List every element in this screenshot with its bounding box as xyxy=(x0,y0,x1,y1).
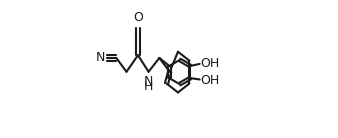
Text: H: H xyxy=(144,80,153,93)
Text: N: N xyxy=(144,75,153,87)
Text: OH: OH xyxy=(200,74,220,87)
Text: O: O xyxy=(133,11,143,24)
Text: OH: OH xyxy=(200,57,220,70)
Text: N: N xyxy=(96,51,105,64)
